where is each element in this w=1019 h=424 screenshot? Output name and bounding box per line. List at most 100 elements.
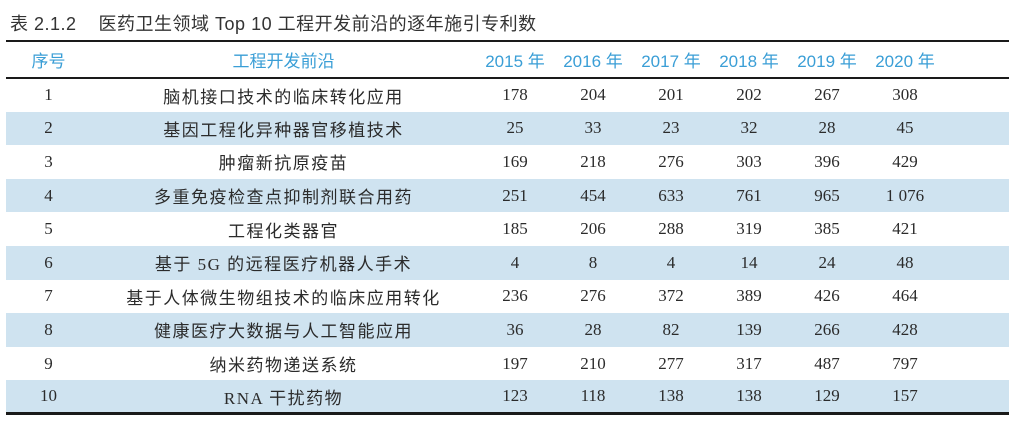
column-header-no: 序号 xyxy=(6,41,91,79)
column-header-spacer xyxy=(944,41,1009,79)
front-name: 肿瘤新抗原疫苗 xyxy=(218,154,349,174)
value-2015: 4 xyxy=(510,252,520,272)
value-2018: 32 xyxy=(740,118,758,138)
front-name: 纳米药物递送系统 xyxy=(209,356,358,376)
value-2017: 277 xyxy=(658,353,684,373)
value-2020: 308 xyxy=(892,85,918,105)
value-2019: 426 xyxy=(814,286,840,306)
value-2015: 123 xyxy=(502,386,528,406)
value-2015: 178 xyxy=(502,85,528,105)
table-row: 7 基于人体微生物组技术的临床应用转化 236 276 372 389 426 … xyxy=(6,280,1009,314)
value-2017: 23 xyxy=(662,118,680,138)
table-row: 4 多重免疫检查点抑制剂联合用药 251 454 633 761 965 1 0… xyxy=(6,178,1009,213)
column-header-2018: 2018 年 xyxy=(710,41,788,79)
row-number: 7 xyxy=(44,286,53,306)
front-name: RNA 干扰药物 xyxy=(223,388,344,408)
spacer-cell xyxy=(944,179,1009,213)
value-2019: 396 xyxy=(814,151,840,171)
front-name: 基于 5G 的远程医疗机器人手术 xyxy=(154,255,413,275)
value-2016: 276 xyxy=(580,286,606,306)
column-header-2017: 2017 年 xyxy=(632,41,710,79)
row-number: 9 xyxy=(44,353,53,373)
table-title: 医药卫生领域 Top 10 工程开发前沿的逐年施引专利数 xyxy=(98,14,537,34)
row-number: 4 xyxy=(44,185,53,205)
value-2016: 33 xyxy=(584,118,602,138)
row-number: 5 xyxy=(44,219,53,239)
spacer-cell xyxy=(944,112,1009,146)
spacer-cell xyxy=(944,145,1009,179)
spacer-cell xyxy=(944,347,1009,381)
value-2018: 317 xyxy=(736,353,762,373)
value-2016: 118 xyxy=(580,386,606,406)
value-2019: 385 xyxy=(814,219,840,239)
value-2018: 14 xyxy=(740,252,758,272)
value-2019: 24 xyxy=(818,252,836,272)
value-2017: 4 xyxy=(666,252,676,272)
column-header-front: 工程开发前沿 xyxy=(91,41,476,79)
value-2018: 389 xyxy=(736,286,762,306)
column-header-2016: 2016 年 xyxy=(554,41,632,79)
value-2019: 129 xyxy=(814,386,840,406)
spacer-cell xyxy=(944,280,1009,314)
value-2020: 48 xyxy=(896,252,914,272)
spacer-cell xyxy=(944,78,1009,112)
value-2018: 319 xyxy=(736,219,762,239)
spacer-cell xyxy=(944,313,1009,347)
header-row: 序号 工程开发前沿 2015 年 2016 年 2017 年 2018 年 20… xyxy=(6,41,1009,79)
value-2017: 201 xyxy=(658,85,684,105)
value-2015: 197 xyxy=(502,353,528,373)
value-2016: 206 xyxy=(580,219,606,239)
column-header-2015: 2015 年 xyxy=(476,41,554,79)
front-name: 健康医疗大数据与人工智能应用 xyxy=(154,322,413,342)
front-name: 基因工程化异种器官移植技术 xyxy=(163,120,404,140)
table-row: 2 基因工程化异种器官移植技术 25 33 23 32 28 45 xyxy=(6,111,1009,146)
value-2018: 303 xyxy=(736,151,762,171)
table-row: 3 肿瘤新抗原疫苗 169 218 276 303 396 429 xyxy=(6,145,1009,179)
value-2019: 266 xyxy=(814,319,840,339)
table-row: 1 脑机接口技术的临床转化应用 178 204 201 202 267 308 xyxy=(6,78,1009,112)
value-2015: 25 xyxy=(506,118,524,138)
value-2016: 210 xyxy=(580,353,606,373)
value-2020: 428 xyxy=(892,319,918,339)
value-2020: 464 xyxy=(892,286,918,306)
table-row: 8 健康医疗大数据与人工智能应用 36 28 82 139 266 428 xyxy=(6,313,1009,347)
value-2019: 487 xyxy=(814,353,840,373)
front-name: 脑机接口技术的临床转化应用 xyxy=(163,87,404,107)
value-2019: 267 xyxy=(814,85,840,105)
value-2015: 251 xyxy=(502,185,528,205)
value-2015: 36 xyxy=(506,319,524,339)
row-number: 2 xyxy=(44,118,53,138)
value-2018: 202 xyxy=(736,85,762,105)
row-number: 6 xyxy=(44,252,53,272)
front-name: 基于人体微生物组技术的临床应用转化 xyxy=(126,288,441,308)
value-2020: 45 xyxy=(896,118,914,138)
value-2019: 28 xyxy=(818,118,836,138)
table-row: 9 纳米药物递送系统 197 210 277 317 487 797 xyxy=(6,347,1009,381)
spacer-cell xyxy=(944,380,1009,414)
value-2016: 204 xyxy=(580,85,606,105)
value-2016: 218 xyxy=(580,151,606,171)
column-header-2019: 2019 年 xyxy=(788,41,866,79)
front-name: 工程化类器官 xyxy=(228,221,339,241)
value-2020: 421 xyxy=(892,219,918,239)
value-2019: 965 xyxy=(814,185,840,205)
value-2020: 429 xyxy=(892,151,918,171)
table-row: 10 RNA 干扰药物 123 118 138 138 129 157 xyxy=(6,380,1009,414)
value-2018: 139 xyxy=(736,319,762,339)
value-2020: 157 xyxy=(892,386,918,406)
spacer-cell xyxy=(944,246,1009,280)
table-caption: 表 2.1.2 医药卫生领域 Top 10 工程开发前沿的逐年施引专利数 xyxy=(0,0,1019,40)
table-number: 表 2.1.2 xyxy=(10,14,77,34)
value-2017: 288 xyxy=(658,219,684,239)
value-2017: 276 xyxy=(658,151,684,171)
value-2016: 454 xyxy=(580,185,606,205)
table-row: 5 工程化类器官 185 206 288 319 385 421 xyxy=(6,212,1009,246)
value-2020: 1 076 xyxy=(885,185,925,205)
value-2016: 8 xyxy=(588,252,598,272)
row-number: 10 xyxy=(40,386,57,406)
table-row: 6 基于 5G 的远程医疗机器人手术 4 8 4 14 24 48 xyxy=(6,245,1009,280)
front-name: 多重免疫检查点抑制剂联合用药 xyxy=(154,188,413,208)
value-2018: 761 xyxy=(736,185,762,205)
spacer-cell xyxy=(944,212,1009,246)
